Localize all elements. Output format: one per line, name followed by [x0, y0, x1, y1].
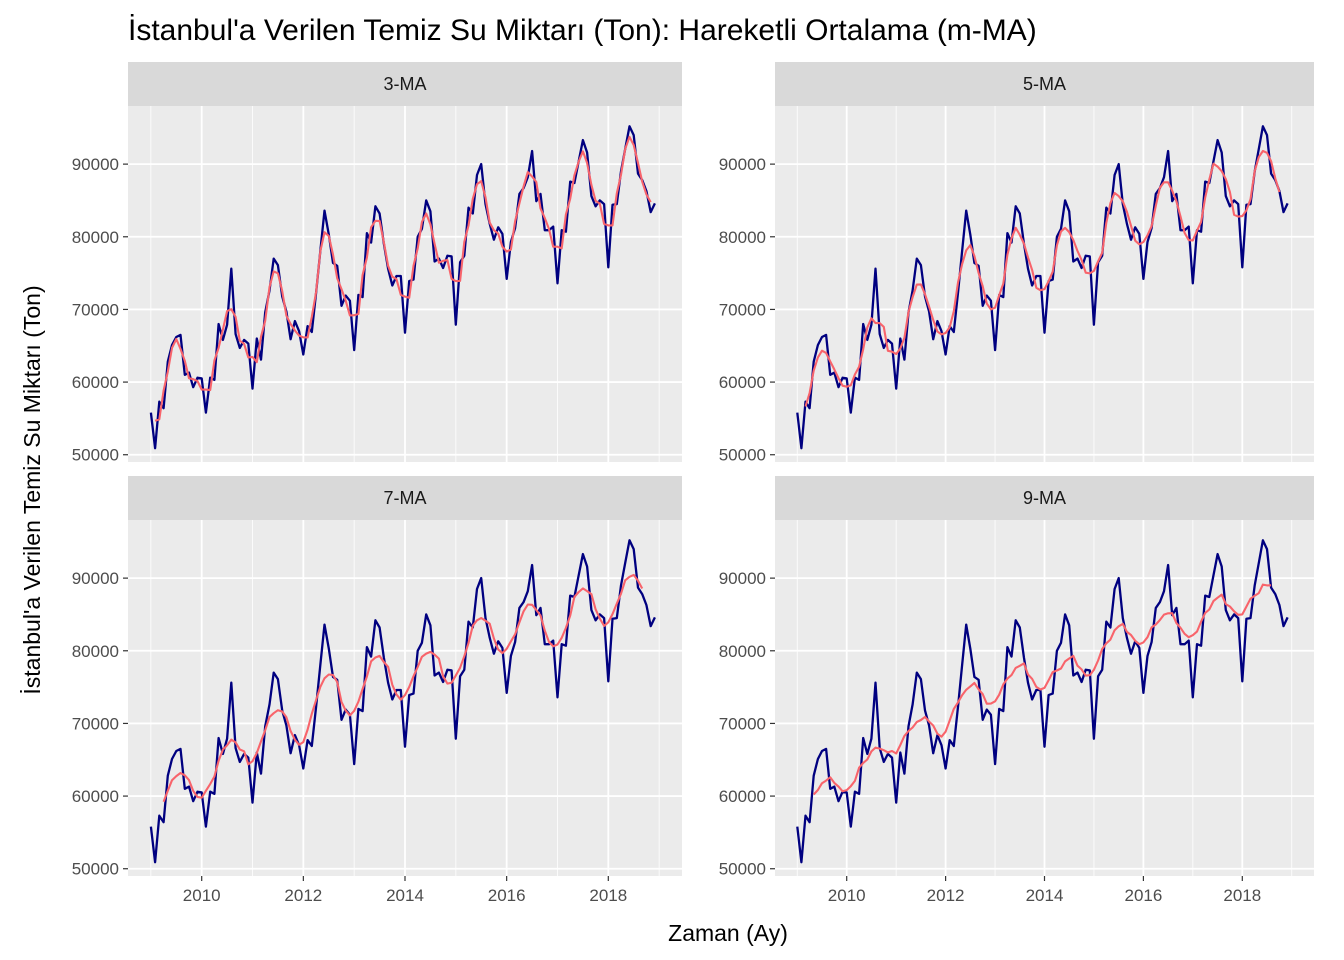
y-tick-label: 80000 [72, 228, 119, 247]
y-tick-label: 80000 [719, 642, 766, 661]
x-tick-label: 2012 [927, 886, 965, 905]
y-tick-label: 60000 [719, 787, 766, 806]
facet-strip-label: 7-MA [383, 488, 426, 508]
y-tick-label: 90000 [72, 155, 119, 174]
x-tick-label: 2018 [1223, 886, 1261, 905]
panel-9-ma: 9-MA 50000 60000 70000 80000 90000 2010 2012 201… [719, 476, 1314, 905]
y-axis-title: İstanbul'a Verilen Temiz Su Miktarı (Ton… [19, 285, 45, 694]
panel-3-ma: 3-MA 50000 60000 70000 80000 90000 [72, 62, 682, 465]
facet-strip [775, 62, 1314, 106]
x-tick-label: 2014 [1026, 886, 1064, 905]
moving-average-series-line [804, 149, 1281, 407]
moving-average-series-line [154, 135, 652, 422]
x-tick-label: 2012 [284, 886, 322, 905]
chart-title: İstanbul'a Verilen Temiz Su Miktarı (Ton… [128, 14, 1037, 47]
y-tick-label: 50000 [719, 446, 766, 465]
facet-strip [128, 476, 682, 520]
x-tick-label: 2018 [589, 886, 627, 905]
facet-strip [128, 62, 682, 106]
moving-average-series-line [162, 573, 644, 803]
y-tick-label: 70000 [72, 714, 119, 733]
facet-strip-label: 9-MA [1023, 488, 1066, 508]
observed-series-line [149, 125, 656, 450]
y-tick-label: 50000 [719, 860, 766, 879]
y-tick-label: 90000 [72, 569, 119, 588]
y-tick-label: 80000 [72, 642, 119, 661]
x-tick-label: 2010 [828, 886, 866, 905]
observed-series-line [796, 539, 1289, 864]
y-tick-label: 90000 [719, 569, 766, 588]
x-tick-label: 2016 [1124, 886, 1162, 905]
facet-strip-label: 3-MA [383, 74, 426, 94]
facet-strip [775, 476, 1314, 520]
y-tick-label: 60000 [719, 373, 766, 392]
x-tick-label: 2010 [183, 886, 221, 905]
y-tick-label: 50000 [72, 860, 119, 879]
x-tick-label: 2014 [386, 886, 424, 905]
y-tick-label: 70000 [719, 300, 766, 319]
y-tick-label: 50000 [72, 446, 119, 465]
y-tick-label: 60000 [72, 787, 119, 806]
y-tick-label: 80000 [719, 228, 766, 247]
moving-average-series-line [812, 583, 1272, 796]
x-tick-label: 2016 [488, 886, 526, 905]
y-tick-label: 90000 [719, 155, 766, 174]
panel-7-ma: 7-MA 50000 60000 70000 80000 90000 2010 2012 201… [72, 476, 682, 905]
observed-series-line [149, 539, 656, 864]
y-tick-label: 60000 [72, 373, 119, 392]
facet-panels: 3-MA 50000 60000 70000 80000 90000 5-MA 50000 60… [72, 62, 1314, 905]
x-axis-title: Zaman (Ay) [668, 920, 788, 946]
y-tick-label: 70000 [72, 300, 119, 319]
y-tick-label: 70000 [719, 714, 766, 733]
panel-5-ma: 5-MA 50000 60000 70000 80000 90000 [719, 62, 1314, 465]
facet-strip-label: 5-MA [1023, 74, 1066, 94]
